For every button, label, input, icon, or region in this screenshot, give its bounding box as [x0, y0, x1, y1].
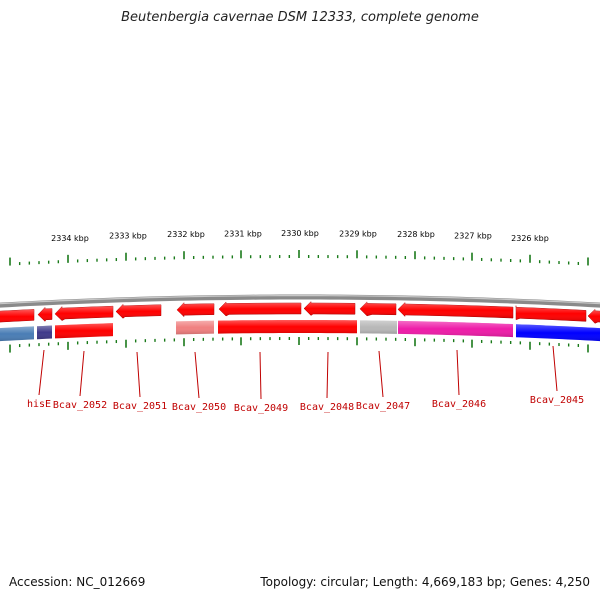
- gene-shading: [588, 309, 600, 324]
- gene-label[interactable]: Bcav_2052: [53, 400, 107, 411]
- kbp-label: 2326 kbp: [511, 234, 549, 243]
- backbone-ring: [0, 294, 600, 308]
- kbp-label: 2329 kbp: [339, 229, 377, 238]
- gene-shading: [398, 302, 513, 319]
- gene-leader-line: [552, 345, 558, 392]
- backbone-highlight: [0, 294, 600, 305]
- gene-label[interactable]: Bcav_2049: [234, 403, 288, 414]
- kbp-label: 2333 kbp: [109, 232, 147, 241]
- genome-stats-text: Topology: circular; Length: 4,669,183 bp…: [260, 575, 590, 589]
- reverse-strand-genes: [0, 320, 600, 342]
- gene-shading: [0, 309, 34, 323]
- kbp-label: 2334 kbp: [51, 234, 89, 243]
- gene-shading: [0, 326, 34, 342]
- gene-shading: [360, 320, 397, 334]
- gene-label[interactable]: Bcav_2045: [530, 395, 584, 406]
- scale-labels: 2334 kbp 2333 kbp 2332 kbp 2331 kbp 2330 kbp…: [51, 229, 549, 243]
- accession-text: Accession: NC_012669: [9, 575, 146, 589]
- gene-shading: [176, 320, 214, 335]
- gene-label[interactable]: Bcav_2046: [432, 399, 486, 410]
- gene-shading: [55, 306, 113, 321]
- gene-label[interactable]: Bcav_2048: [300, 402, 354, 413]
- gene-leader-line: [194, 351, 200, 399]
- gene-label[interactable]: Bcav_2051: [113, 401, 167, 412]
- kbp-label: 2332 kbp: [167, 230, 205, 239]
- gene-shading: [55, 323, 113, 339]
- gene-shading: [219, 301, 301, 316]
- gene-label[interactable]: hisE: [27, 399, 51, 410]
- gene-label[interactable]: Bcav_2050: [172, 402, 226, 413]
- gene-labels: hisE Bcav_2052 Bcav_2051 Bcav_2050 Bcav_2049…: [27, 345, 584, 414]
- gene-shading: [360, 301, 396, 316]
- gene-leader-line: [456, 349, 460, 396]
- gene-leader-line: [259, 351, 262, 400]
- gene-shading: [38, 307, 52, 322]
- map-title: Beutenbergia cavernae DSM 12333, complet…: [121, 10, 479, 25]
- scale-ticks-bottom: [9, 337, 589, 353]
- gene-leader-line: [378, 350, 384, 398]
- kbp-label: 2330 kbp: [281, 229, 319, 238]
- gene-leader-line: [136, 351, 141, 398]
- gene-shading: [37, 325, 52, 340]
- gene-shading: [177, 302, 214, 317]
- kbp-label: 2331 kbp: [224, 229, 262, 238]
- gene-shading: [304, 301, 355, 316]
- gene-shading: [116, 304, 161, 319]
- gene-leader-line: [38, 349, 45, 396]
- gene-shading: [398, 320, 513, 338]
- gene-leader-line: [326, 351, 329, 399]
- scale-ticks-top: [9, 250, 589, 266]
- gene-label[interactable]: Bcav_2047: [356, 401, 410, 412]
- gene-leader-line: [79, 350, 85, 397]
- forward-strand-genes: [0, 300, 600, 324]
- gene-shading: [218, 320, 357, 334]
- gene-shading: [516, 324, 600, 342]
- kbp-label: 2327 kbp: [454, 232, 492, 241]
- genome-backbone: [0, 294, 600, 308]
- kbp-label: 2328 kbp: [397, 230, 435, 239]
- gene-shading: [516, 305, 586, 322]
